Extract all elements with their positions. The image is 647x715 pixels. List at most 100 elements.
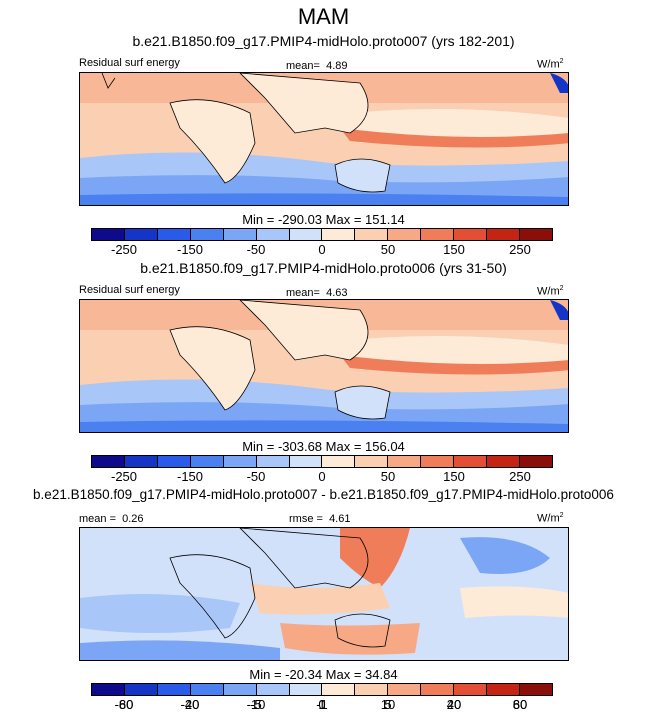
colorbar-bin — [289, 456, 323, 467]
panel-3-colorbar — [91, 683, 553, 696]
panel-1-minmax: Min = -290.03 Max = 151.14 — [242, 212, 405, 227]
colorbar-bin — [519, 229, 552, 240]
colorbar-bin — [256, 229, 290, 240]
colorbar-tick-label: -40 — [180, 697, 200, 712]
colorbar-tick-label: 150 — [443, 242, 465, 257]
colorbar-bin — [388, 229, 422, 240]
colorbar-tick-label: 0 — [318, 469, 326, 484]
colorbar-bin — [322, 456, 356, 467]
panel-2-mean: mean= 4.63 — [286, 287, 348, 299]
colorbar-tick-label: -50 — [246, 469, 266, 484]
colorbar-tick-label: -50 — [246, 242, 266, 257]
colorbar-bin — [124, 229, 158, 240]
panel-2-colorbar-bins — [91, 455, 553, 468]
colorbar-bin — [289, 229, 323, 240]
colorbar-bin — [92, 229, 125, 240]
colorbar-bin — [190, 229, 224, 240]
colorbar-bin — [421, 456, 455, 467]
panel-1-mean-label: mean= — [286, 60, 320, 72]
panel-2-units: W/m2 — [537, 285, 564, 298]
panel-1-mean-value: 4.89 — [326, 60, 348, 72]
colorbar-tick-label: 250 — [509, 469, 531, 484]
colorbar-bin — [454, 684, 488, 695]
colorbar-tick-label: 50 — [380, 242, 396, 257]
colorbar-bin — [92, 684, 125, 695]
colorbar-bin — [487, 456, 520, 467]
colorbar-tick-label: -250 — [110, 242, 138, 257]
colorbar-tick-label: -150 — [176, 242, 204, 257]
panel-1-units: W/m2 — [537, 58, 564, 71]
colorbar-bin — [487, 229, 520, 240]
panel-1-colorbar-bins — [91, 228, 553, 241]
colorbar-tick-label: 1 — [318, 697, 326, 712]
panel-2-colorbar — [91, 455, 553, 468]
colorbar-tick-label: 20 — [446, 697, 462, 712]
colorbar-bin — [157, 684, 191, 695]
colorbar-bin — [388, 684, 422, 695]
colorbar-tick-label: -1 — [316, 697, 328, 712]
colorbar-bin — [92, 456, 125, 467]
panel-3-map-field — [80, 528, 568, 660]
panel-1-map — [79, 72, 569, 206]
panel-3-mean: mean = 0.26 — [79, 513, 144, 525]
panel-1-variable-label: Residual surf energy — [79, 57, 180, 69]
colorbar-tick-label: -10 — [246, 697, 266, 712]
colorbar-bin — [355, 684, 389, 695]
panel-2-map — [79, 299, 569, 433]
panel-2-minmax: Min = -303.68 Max = 156.04 — [242, 439, 405, 454]
colorbar-bin — [256, 684, 290, 695]
colorbar-tick-label: 50 — [380, 469, 396, 484]
colorbar-bin — [223, 684, 257, 695]
panel-3-units: W/m2 — [537, 512, 564, 525]
panel-2-title: b.e21.B1850.f09_g17.PMIP4-midHolo.proto0… — [140, 260, 507, 276]
colorbar-bin — [124, 456, 158, 467]
colorbar-tick-label: 250 — [509, 242, 531, 257]
panel-3-colorbar-ticks: -80 -60 -40 -20 -10 -5 -1 0 1 5 10 20 40 60 80 — [91, 697, 553, 715]
colorbar-tick-label: 5 — [384, 697, 392, 712]
colorbar-bin — [322, 229, 356, 240]
colorbar-bin — [519, 456, 552, 467]
panel-3-rmse-label: rmse = — [289, 513, 323, 525]
colorbar-bin — [256, 456, 290, 467]
panel-3-mean-label: mean = — [79, 513, 116, 525]
figure-title: MAM — [297, 4, 350, 29]
panel-3-rmse-value: 4.61 — [329, 513, 351, 525]
colorbar-bin — [157, 456, 191, 467]
colorbar-tick-label: -20 — [180, 697, 200, 712]
panel-2-mean-value: 4.63 — [326, 287, 348, 299]
colorbar-tick-label: 150 — [443, 469, 465, 484]
colorbar-bin — [355, 456, 389, 467]
colorbar-tick-label: -250 — [110, 469, 138, 484]
colorbar-tick-label: 0 — [318, 697, 326, 712]
panel-3-colorbar-bins — [91, 683, 553, 696]
panel-3-rmse: rmse = 4.61 — [289, 513, 350, 525]
colorbar-tick-label: 10 — [380, 697, 396, 712]
colorbar-tick-label: 0 — [318, 242, 326, 257]
colorbar-bin — [487, 684, 520, 695]
panel-3-mean-value: 0.26 — [122, 513, 144, 525]
panel-1-colorbar — [91, 228, 553, 241]
colorbar-bin — [223, 456, 257, 467]
colorbar-bin — [454, 229, 488, 240]
colorbar-bin — [190, 456, 224, 467]
colorbar-tick-label: 60 — [512, 697, 528, 712]
colorbar-bin — [322, 684, 356, 695]
colorbar-bin — [124, 684, 158, 695]
colorbar-bin — [190, 684, 224, 695]
colorbar-bin — [289, 684, 323, 695]
colorbar-bin — [157, 229, 191, 240]
panel-2-mean-label: mean= — [286, 287, 320, 299]
panel-3-minmax: Min = -20.34 Max = 34.84 — [249, 667, 398, 682]
panel-2-colorbar-ticks: -250 -150 -50 0 50 150 250 — [91, 469, 553, 487]
panel-1-colorbar-ticks: -250 -150 -50 0 50 150 250 — [91, 242, 553, 260]
panel-1-title: b.e21.B1850.f09_g17.PMIP4-midHolo.proto0… — [132, 33, 515, 49]
panel-1-mean: mean= 4.89 — [286, 60, 348, 72]
colorbar-tick-label: 80 — [512, 697, 528, 712]
colorbar-bin — [519, 684, 552, 695]
colorbar-tick-label: -80 — [114, 697, 134, 712]
colorbar-tick-label: -5 — [250, 697, 262, 712]
colorbar-bin — [223, 229, 257, 240]
colorbar-bin — [421, 229, 455, 240]
panel-3-title: b.e21.B1850.f09_g17.PMIP4-midHolo.proto0… — [33, 487, 614, 502]
panel-1-map-field — [80, 73, 568, 205]
